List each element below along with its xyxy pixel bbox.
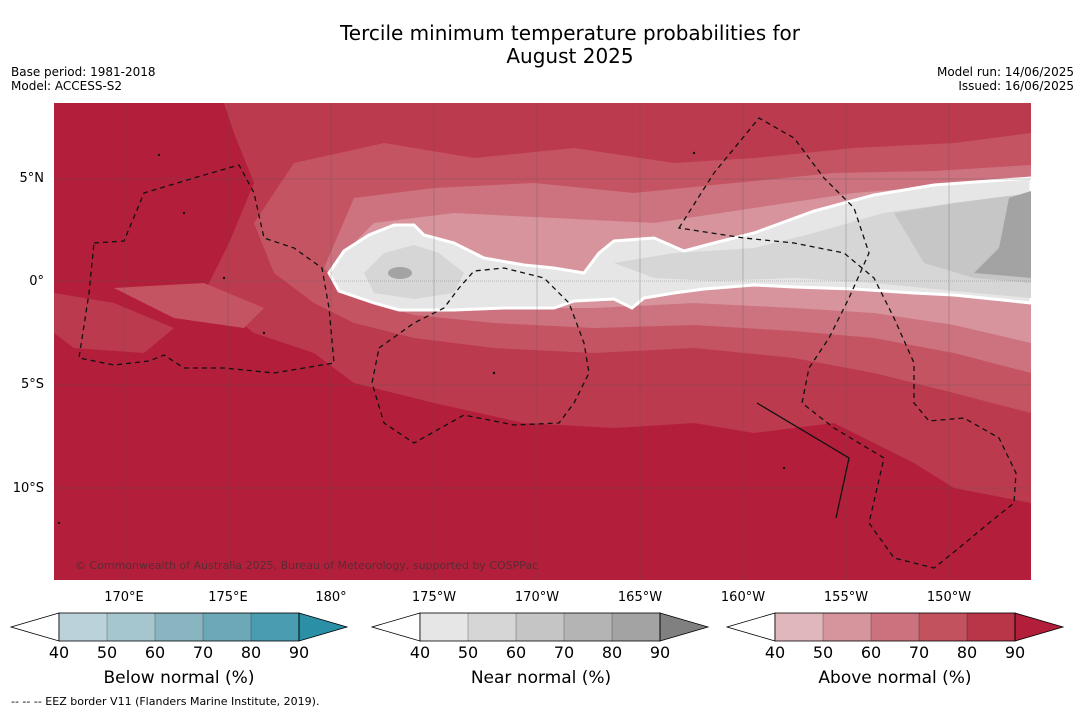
cb2-tick-50: 50	[812, 643, 834, 662]
lat-label-10s: 10°S	[12, 481, 44, 496]
model-run: Model run: 14/06/2025	[936, 65, 1074, 79]
issued-date: Issued: 16/06/2025	[958, 79, 1074, 93]
contour-80-b	[54, 293, 174, 353]
lon-label-155w: 155°W	[823, 590, 869, 605]
cb1-tick-60: 60	[505, 643, 527, 662]
island-4	[262, 331, 266, 335]
lon-label-160w: 160°W	[720, 590, 766, 605]
colorbar-segment-2	[871, 613, 919, 641]
colorbar-segment-1	[823, 613, 871, 641]
colorbar-extend-high	[659, 612, 710, 642]
eez-borders	[78, 117, 1017, 569]
cb1-tick-40: 40	[409, 643, 431, 662]
cb0-tick-90: 90	[288, 643, 310, 662]
colorbar-segment-0	[775, 613, 823, 641]
colorbar-segment-4	[612, 613, 660, 641]
cb1-tick-70: 70	[553, 643, 575, 662]
graticule	[54, 103, 1031, 580]
cb2-tick-70: 70	[908, 643, 930, 662]
colorbar-segment-2	[516, 613, 564, 641]
cb2-tick-90: 90	[1004, 643, 1026, 662]
colorbar-segment-3	[919, 613, 967, 641]
island-5	[492, 371, 496, 375]
colorbar-segment-3	[564, 613, 612, 641]
near-normal-50	[364, 245, 464, 299]
colorbar-segment-4	[251, 613, 299, 641]
colorbar-segment-2	[155, 613, 203, 641]
cb0-tick-60: 60	[144, 643, 166, 662]
lat-label-0: 0°	[29, 274, 44, 289]
cb2-label: Above normal (%)	[818, 668, 972, 688]
lon-label-170e: 170°E	[104, 590, 144, 605]
base-period: Base period: 1981-2018	[11, 65, 156, 79]
title-line-2: August 2025	[506, 44, 634, 68]
colorbar-outline	[58, 612, 300, 642]
lon-label-180: 180°	[315, 590, 347, 605]
colorbar-above-normal	[726, 612, 1065, 642]
map-title: Tercile minimum temperature probabilitie…	[0, 22, 1085, 68]
cb2-tick-80: 80	[956, 643, 978, 662]
island-8	[57, 521, 61, 525]
colorbar-extend-high	[1014, 612, 1065, 642]
lon-label-175w: 175°W	[411, 590, 457, 605]
cb1-tick-80: 80	[601, 643, 623, 662]
lon-label-170w: 170°W	[514, 590, 560, 605]
colorbar-near-normal	[371, 612, 710, 642]
colorbar-segment-1	[107, 613, 155, 641]
colorbar-outline	[419, 612, 661, 642]
colorbar-extend-low	[371, 612, 421, 642]
eez-note: -- -- -- EEZ border V11 (Flanders Marine…	[11, 695, 320, 708]
near-normal-core	[388, 267, 412, 279]
colorbar-segment-4	[967, 613, 1015, 641]
contour-70-b	[114, 283, 264, 328]
cb2-tick-60: 60	[860, 643, 882, 662]
cb1-tick-90: 90	[649, 643, 671, 662]
cb0-label: Below normal (%)	[103, 668, 255, 688]
colorbar-segment-1	[468, 613, 516, 641]
cb0-tick-80: 80	[240, 643, 262, 662]
title-line-1: Tercile minimum temperature probabilitie…	[339, 21, 801, 45]
lon-label-165w: 165°W	[617, 590, 663, 605]
cb1-label: Near normal (%)	[470, 668, 612, 688]
islands	[57, 151, 786, 525]
cb0-tick-40: 40	[48, 643, 70, 662]
island-3	[222, 276, 226, 280]
colorbar-segment-0	[59, 613, 107, 641]
island-2	[182, 211, 186, 215]
lat-label-5s: 5°S	[20, 377, 44, 392]
model-name: Model: ACCESS-S2	[11, 79, 123, 93]
colorbar-extend-low	[10, 612, 60, 642]
colorbar-below-normal	[10, 612, 349, 642]
boundary-line	[756, 402, 850, 519]
colorbar-extend-high	[298, 612, 349, 642]
cb0-tick-70: 70	[192, 643, 214, 662]
cb0-tick-50: 50	[96, 643, 118, 662]
lat-label-5n: 5°N	[19, 171, 45, 186]
near-normal-70	[974, 191, 1031, 278]
island-7	[692, 151, 696, 155]
lon-label-150w: 150°W	[926, 590, 972, 605]
copyright-notice: © Commonwealth of Australia 2025, Bureau…	[75, 559, 539, 572]
colorbar-extend-low	[726, 612, 776, 642]
meta-right: Model run: 14/06/2025 Issued: 16/06/2025	[937, 65, 1074, 93]
meta-left: Base period: 1981-2018 Model: ACCESS-S2	[11, 65, 156, 93]
eez-kiribati	[677, 117, 1017, 569]
cb1-tick-50: 50	[457, 643, 479, 662]
colorbar-outline	[774, 612, 1016, 642]
cb2-tick-40: 40	[764, 643, 786, 662]
probability-map	[54, 103, 1031, 580]
colorbar-segment-3	[203, 613, 251, 641]
eez-tokelau	[371, 267, 590, 444]
island-6	[782, 466, 786, 470]
colorbar-segment-0	[420, 613, 468, 641]
lon-label-175e: 175°E	[208, 590, 248, 605]
island-1	[157, 153, 161, 157]
